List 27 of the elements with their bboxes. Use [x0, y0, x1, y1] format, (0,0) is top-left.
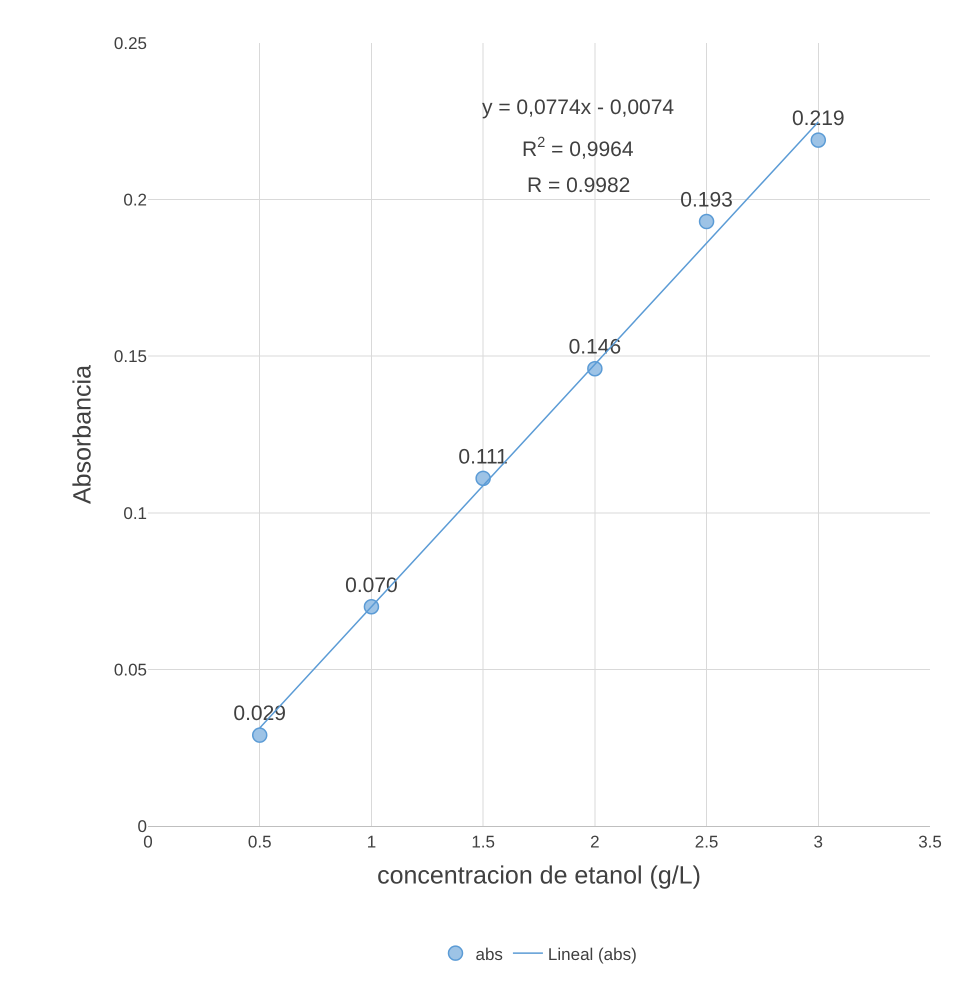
data-label: 0.219: [792, 107, 845, 130]
data-label: 0.111: [458, 445, 508, 468]
x-tick-label: 2.5: [694, 832, 718, 852]
x-tick-label: 1.5: [471, 832, 495, 852]
annotation: y = 0,0774x - 0,0074: [482, 96, 674, 119]
annotation: R = 0.9982: [527, 174, 630, 197]
y-tick-label: 0.05: [114, 660, 147, 680]
data-label: 0.193: [680, 188, 733, 212]
legend-label: abs: [476, 944, 503, 964]
point: [252, 727, 268, 743]
x-tick-label: 3: [814, 832, 824, 852]
x-axis-title: concentracion de etanol (g/L): [377, 861, 701, 890]
legend-label: Lineal (abs): [548, 944, 637, 964]
y-tick-label: 0.2: [123, 190, 147, 210]
y-tick-label: 0.25: [114, 34, 147, 53]
y-tick-label: 0.15: [114, 347, 147, 366]
point: [475, 470, 491, 486]
y-axis-title: Absorbancia: [68, 364, 97, 504]
y-tick-label: 0: [138, 816, 147, 836]
x-tick-label: 3.5: [918, 832, 942, 852]
x-tick-label: 1: [366, 832, 376, 852]
annotation: R$^{2}$ = 0,9964: [522, 135, 634, 161]
point: [698, 214, 714, 230]
x-tick-label: 2: [590, 832, 600, 852]
x-tick-label: 0.5: [248, 832, 272, 852]
y-tick-label: 0.1: [123, 504, 147, 523]
point: [810, 132, 826, 148]
